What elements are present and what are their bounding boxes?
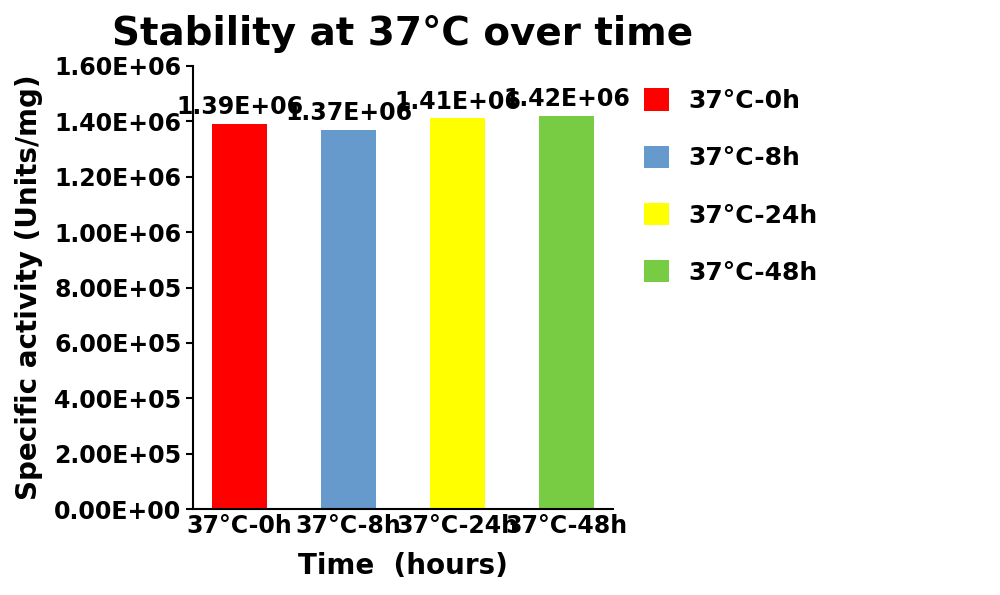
Text: 1.39E+06: 1.39E+06: [176, 95, 303, 119]
Text: 1.42E+06: 1.42E+06: [503, 87, 630, 111]
X-axis label: Time  (hours): Time (hours): [298, 552, 508, 580]
Bar: [212, 124, 267, 509]
Legend: 37°C-0h, 37°C-8h, 37°C-24h, 37°C-48h: 37°C-0h, 37°C-8h, 37°C-24h, 37°C-48h: [634, 79, 828, 295]
Bar: [321, 130, 376, 509]
Bar: [539, 115, 594, 509]
Title: Stability at 37°C over time: Stability at 37°C over time: [112, 15, 694, 53]
Y-axis label: Specific activity (Units/mg): Specific activity (Units/mg): [15, 75, 43, 500]
Text: 1.37E+06: 1.37E+06: [285, 101, 412, 124]
Text: 1.41E+06: 1.41E+06: [394, 89, 521, 114]
Bar: [430, 118, 485, 509]
